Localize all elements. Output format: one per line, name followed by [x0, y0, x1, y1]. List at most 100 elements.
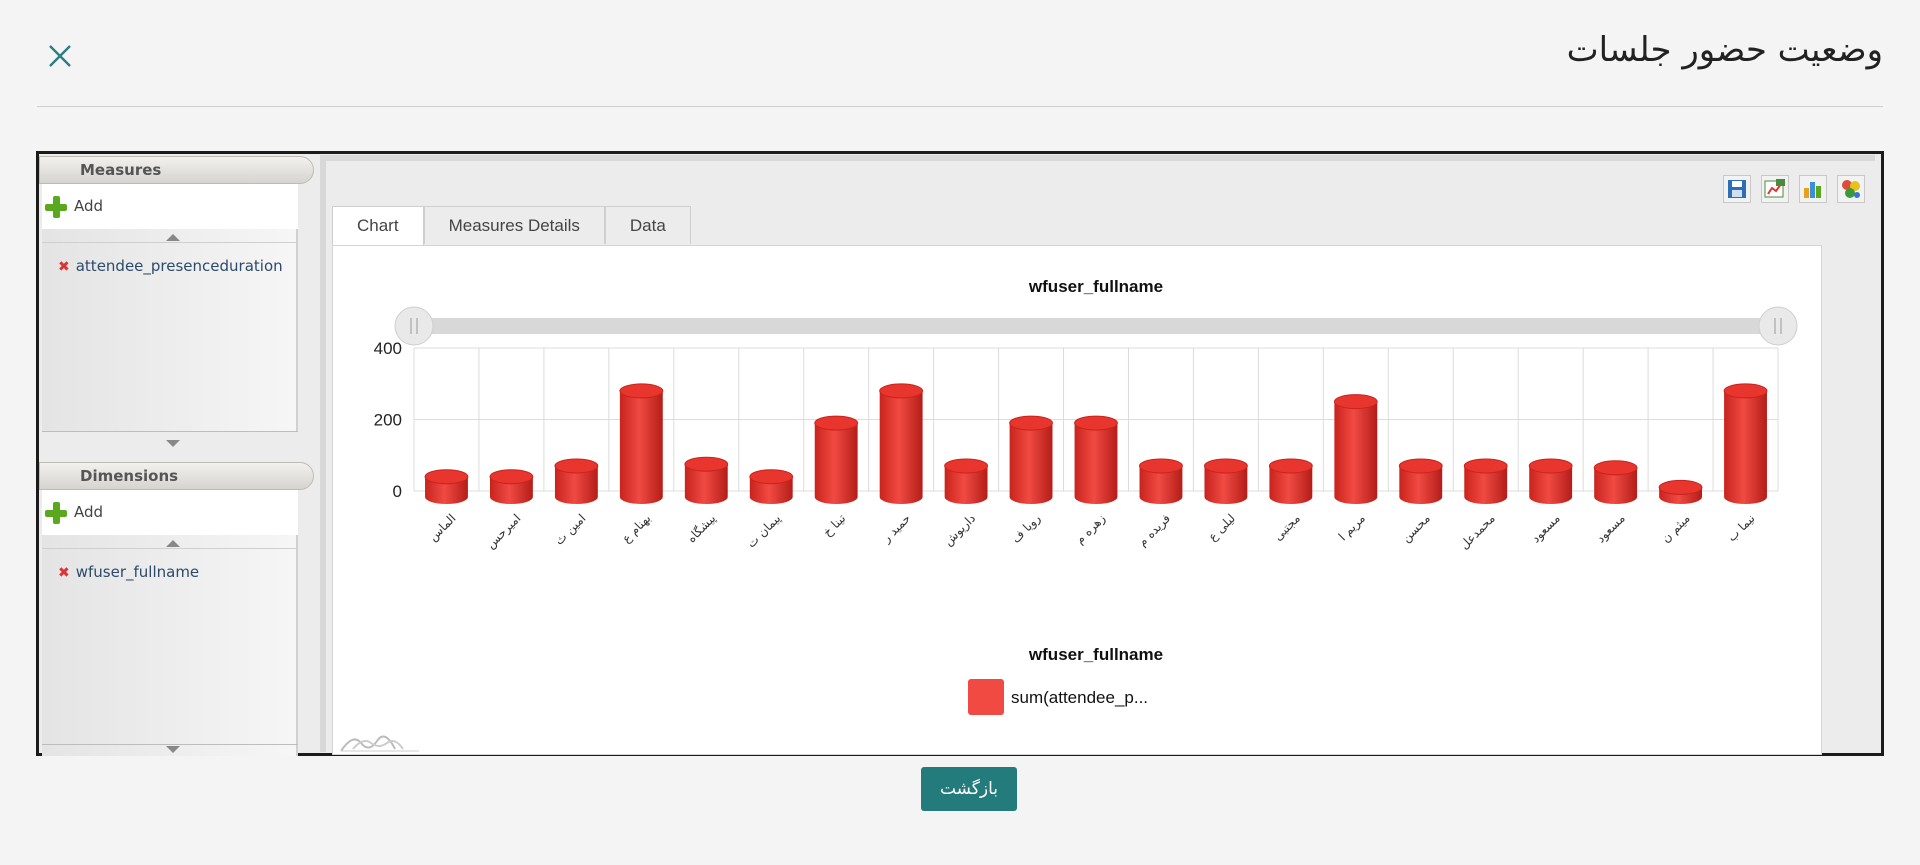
close-icon[interactable] [44, 40, 76, 72]
bar [1204, 465, 1248, 504]
bar-chart: wfuser_fullname 0 200 400 الماس امیرحس امین ث ب… [374, 277, 1798, 715]
x-tick-label: میثم ن [1659, 511, 1693, 545]
x-tick-label: فریده م [1135, 511, 1174, 550]
range-slider-right-handle[interactable] [1758, 306, 1798, 346]
range-slider-left-handle[interactable] [394, 306, 434, 346]
scroll-up-icon[interactable] [166, 540, 180, 547]
x-tick-label: الماس [426, 511, 459, 544]
bar-cap [749, 469, 794, 485]
measure-item[interactable]: ✖ attendee_presenceduration [58, 257, 283, 275]
bar [944, 465, 988, 504]
divider [42, 242, 298, 243]
dimensions-header: Dimensions [39, 462, 314, 490]
chart-type-icon[interactable] [1799, 175, 1827, 203]
bar-cap [619, 383, 664, 399]
bar [1334, 401, 1378, 504]
bar-cap [1203, 458, 1248, 474]
bar-cap [1723, 383, 1768, 399]
x-tick-label: پیمان ت [744, 511, 783, 550]
add-dimension-label: Add [74, 503, 104, 521]
tab-chart[interactable]: Chart [332, 206, 424, 246]
chart-toolbar [1723, 175, 1865, 203]
chart-tabs: Chart Measures Details Data [332, 206, 691, 246]
dialog-title: وضعیت حضور جلسات [1566, 30, 1883, 70]
y-tick-label: 0 [393, 482, 402, 501]
x-tick-label: رویا ف [1009, 511, 1044, 546]
x-tick-label: مسعود [1529, 511, 1564, 546]
measures-header: Measures [39, 156, 314, 184]
bar-cap [1593, 460, 1638, 476]
bar-cap [1463, 458, 1508, 474]
add-measure-button[interactable]: Add [42, 184, 298, 229]
scroll-down-icon[interactable] [166, 440, 180, 447]
x-tick-label: حمید ر [879, 511, 914, 546]
x-tick-label: امین ث [552, 511, 589, 548]
add-measure-label: Add [74, 197, 104, 215]
bar [1009, 423, 1053, 504]
bar-cap [489, 469, 534, 485]
palette-icon[interactable] [1837, 175, 1865, 203]
bar-cap [1139, 458, 1183, 474]
dimensions-panel: Add ✖ wfuser_fullname [42, 490, 298, 756]
bar-cap [684, 456, 729, 472]
bar-cap [424, 469, 469, 485]
range-slider-track [414, 318, 1778, 334]
bar-cap [1398, 458, 1443, 474]
bar-cap [1528, 458, 1573, 474]
legend-label: sum(attendee_p... [1011, 688, 1148, 707]
bar-cap [1074, 415, 1118, 431]
x-tick-label: نیما ب [1725, 511, 1758, 544]
x-tick-label: داریوش [941, 511, 979, 549]
tab-data[interactable]: Data [604, 206, 691, 244]
bar [1529, 465, 1573, 504]
tab-measures-details[interactable]: Measures Details [423, 206, 605, 244]
divider [42, 548, 298, 549]
bar-cap [1268, 458, 1313, 474]
bar [879, 390, 923, 504]
y-tick-label: 400 [374, 339, 402, 358]
measure-item-label: attendee_presenceduration [75, 257, 283, 275]
legend-swatch [968, 679, 1004, 715]
export-icon[interactable] [1761, 175, 1789, 203]
dimension-item-label: wfuser_fullname [75, 563, 200, 581]
x-tick-label: لیلی ع [1205, 511, 1238, 544]
bar-cap [1009, 415, 1053, 431]
bar-cap [1658, 479, 1703, 495]
plus-icon [45, 196, 67, 218]
remove-icon[interactable]: ✖ [58, 259, 70, 275]
header-divider [37, 106, 1883, 107]
x-tick-label: تینا خ [820, 511, 848, 539]
measures-panel: Add ✖ attendee_presenceduration [42, 184, 298, 447]
x-tick-label: محمدعل [1457, 511, 1498, 552]
scroll-down-icon[interactable] [166, 746, 180, 753]
bar-cap [879, 383, 924, 399]
dimension-item[interactable]: ✖ wfuser_fullname [58, 563, 199, 581]
chart-library-logo-icon [339, 729, 423, 753]
x-tick-label: مریم ا [1336, 511, 1369, 544]
bar-cap [1333, 394, 1378, 410]
bar [684, 464, 728, 504]
pivot-chart-frame: Measures Add ✖ attendee_presenceduration … [36, 151, 1884, 756]
bar [425, 476, 468, 504]
add-dimension-button[interactable]: Add [42, 490, 298, 535]
x-tick-label: پیشگاه [684, 511, 718, 545]
divider [42, 744, 298, 745]
bar [1464, 465, 1508, 504]
save-icon[interactable] [1723, 175, 1751, 203]
bar [749, 476, 793, 504]
y-tick-label: 200 [374, 411, 402, 430]
scroll-up-icon[interactable] [166, 234, 180, 241]
bar [1594, 467, 1638, 504]
x-tick-label: محسن [1399, 511, 1434, 546]
x-tick-label: امیرحس [483, 511, 524, 552]
bar [1074, 423, 1118, 504]
remove-icon[interactable]: ✖ [58, 565, 70, 581]
bar-cap [944, 458, 989, 474]
x-tick-label: زهره م [1073, 511, 1109, 547]
bar-cap [814, 415, 859, 431]
back-button[interactable]: بازگشت [921, 767, 1017, 811]
x-tick-label: مسعود [1593, 511, 1628, 546]
bar [1399, 465, 1443, 504]
bar-cap [554, 458, 599, 474]
x-tick-label: مجتبی [1271, 511, 1303, 543]
